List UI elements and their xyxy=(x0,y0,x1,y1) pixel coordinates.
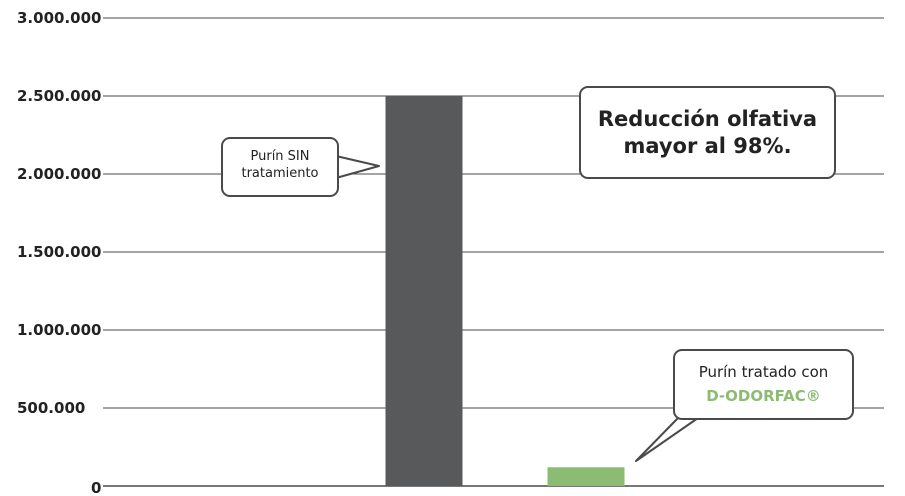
y-tick-label: 1.500.000 xyxy=(17,243,101,261)
reduction-callout: Reducción olfativa mayor al 98%. xyxy=(579,86,836,179)
treated-callout-pointer xyxy=(635,417,699,462)
bar-treated xyxy=(547,467,625,486)
y-tick-label: 2.000.000 xyxy=(17,165,101,183)
treated-callout-line1: Purín tratado con xyxy=(698,363,829,381)
reduction-callout-line1: Reducción olfativa xyxy=(597,107,818,131)
reduction-callout-line2: mayor al 98%. xyxy=(623,134,792,158)
y-tick-label: 0 xyxy=(91,479,101,496)
bars xyxy=(385,96,625,486)
y-tick-label: 3.000.000 xyxy=(17,9,101,27)
treated-callout: Purín tratado con D-ODORFAC® xyxy=(673,349,854,420)
untreated-callout: Purín SIN tratamiento xyxy=(221,137,339,197)
y-axis-ticks: 0 500.000 1.000.000 1.500.000 2.000.000 2.500… xyxy=(17,9,101,496)
bar-untreated xyxy=(385,96,463,486)
y-tick-label: 500.000 xyxy=(17,399,85,417)
treated-callout-product-name: D-ODORFAC® xyxy=(706,387,821,405)
y-tick-label: 1.000.000 xyxy=(17,321,101,339)
untreated-callout-line2: tratamiento xyxy=(241,166,319,181)
untreated-callout-pointer xyxy=(335,155,380,179)
untreated-callout-line1: Purín SIN xyxy=(250,149,310,164)
y-tick-label: 2.500.000 xyxy=(17,87,101,105)
